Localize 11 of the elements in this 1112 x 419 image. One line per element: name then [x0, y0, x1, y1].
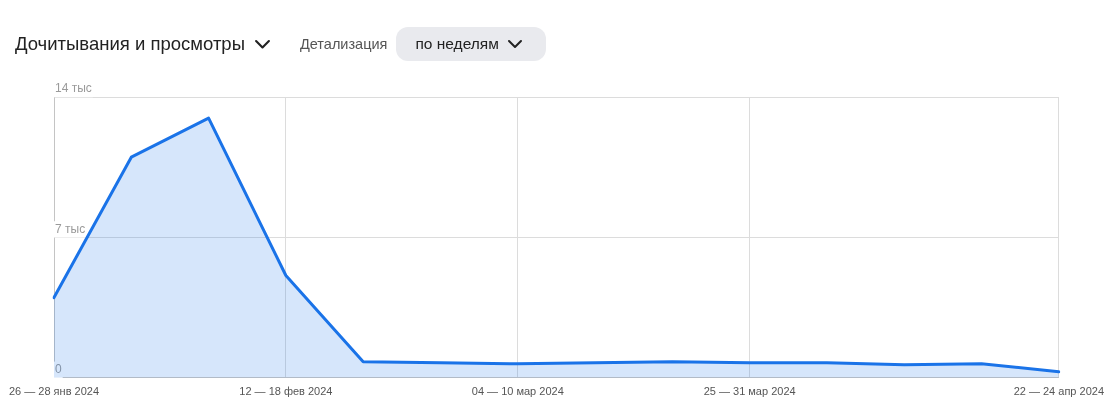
y-tick-label: 0 [55, 362, 62, 377]
text: по неделям [415, 35, 499, 53]
y-tick-label: 14 тыс [55, 81, 92, 96]
x-tick-label: 22 — 24 апр 2024 [1013, 385, 1104, 398]
y-tick-label: 7 тыс [55, 221, 86, 236]
x-tick-label: 25 — 31 мар 2024 [703, 385, 796, 398]
chart-title: Дочитывания и просмотры [15, 33, 245, 55]
x-tick-label: 12 — 18 фев 2024 [239, 385, 333, 398]
x-tick-label: 04 — 10 мар 2024 [471, 385, 564, 398]
text: Детализация [299, 36, 388, 52]
x-tick-label: 26 — 28 янв 2024 [8, 385, 100, 398]
